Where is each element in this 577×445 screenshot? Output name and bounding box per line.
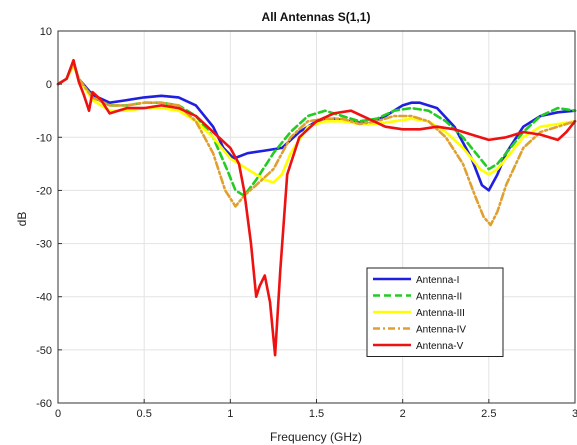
series-line-antenna-v xyxy=(56,58,577,357)
y-tick-label: 10 xyxy=(40,26,52,38)
legend-label-antenna-v: Antenna-V xyxy=(416,341,464,352)
chart-title: All Antennas S(1,1) xyxy=(262,10,371,24)
y-tick-label: -20 xyxy=(36,185,52,197)
y-tick-label: -50 xyxy=(36,345,52,357)
x-tick-label: 2.5 xyxy=(481,408,496,420)
y-axis-label: dB xyxy=(15,212,29,227)
x-tick-label: 1.5 xyxy=(309,408,324,420)
x-tick-label: 3 xyxy=(572,408,577,420)
y-tick-label: 0 xyxy=(46,79,52,91)
legend: Antenna-I Antenna-II Antenna-III Antenna-IV… xyxy=(366,267,504,357)
legend-label-antenna-iii: Antenna-III xyxy=(416,308,465,319)
legend-label-antenna-ii: Antenna-II xyxy=(416,292,462,303)
y-tick-label: -10 xyxy=(36,132,52,144)
y-tick-label: -40 xyxy=(36,292,52,304)
x-tick-label: 1 xyxy=(227,408,233,420)
legend-label-antenna-iv: Antenna-IV xyxy=(416,325,466,336)
x-tick-label: 0.5 xyxy=(137,408,152,420)
y-tick-label: -30 xyxy=(36,239,52,251)
series-layer xyxy=(56,58,577,357)
x-axis-label: Frequency (GHz) xyxy=(270,430,362,444)
x-tick-label: 2 xyxy=(400,408,406,420)
y-tick-label: -60 xyxy=(36,398,52,410)
ticks: 0 0.5 1 1.5 2 2.5 3 10 0 -10 -20 -30 -40 -50 -60 xyxy=(36,26,577,420)
x-tick-label: 0 xyxy=(55,408,61,420)
series-line-antenna-iv xyxy=(56,61,577,227)
legend-label-antenna-i: Antenna-I xyxy=(416,275,459,286)
